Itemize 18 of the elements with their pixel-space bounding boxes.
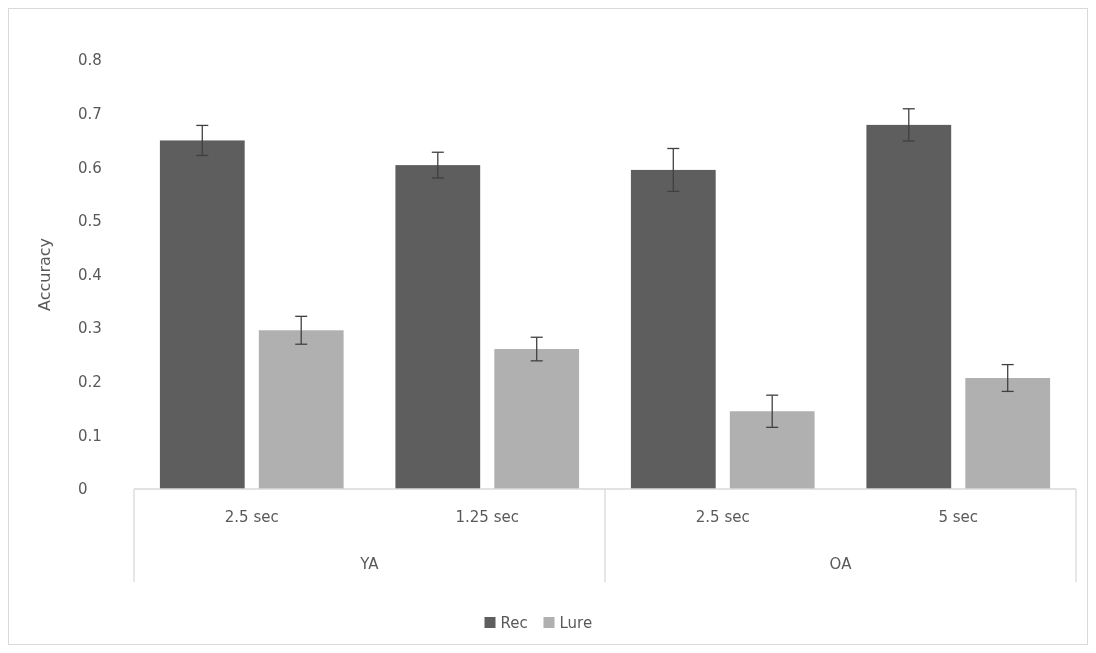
x-tick-label: 2.5 sec xyxy=(224,508,279,526)
x-tick-label: 1.25 sec xyxy=(455,508,519,526)
y-tick-label: 0.6 xyxy=(78,158,102,177)
y-tick-label: 0.8 xyxy=(78,51,102,70)
y-axis-title: Accuracy xyxy=(35,237,54,312)
y-tick-label: 0.2 xyxy=(78,373,102,391)
text: OA xyxy=(829,555,853,573)
x-tick-label: 5 sec xyxy=(938,508,979,526)
y-tick-label: 0.5 xyxy=(78,212,102,231)
y-tick-label: 0.4 xyxy=(78,265,102,284)
y-tick-label: 0.7 xyxy=(78,104,102,123)
y-tick-label: 0 xyxy=(78,480,88,499)
legend-label: Rec xyxy=(500,614,528,632)
y-tick-label: 0.3 xyxy=(78,319,102,338)
legend-label: Lure xyxy=(559,614,593,632)
y-tick-label: 0.1 xyxy=(78,426,102,445)
x-tick-label: 2.5 sec xyxy=(695,508,750,526)
text: YA xyxy=(359,555,380,573)
